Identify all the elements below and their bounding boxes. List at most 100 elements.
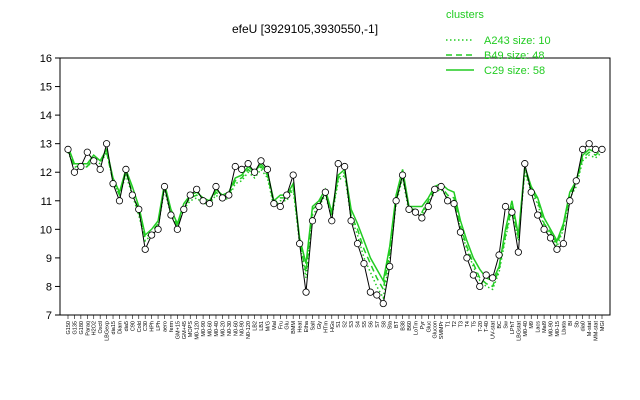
x-tick-label: HTm <box>323 321 329 333</box>
x-tick-label: M0-40 <box>214 321 220 337</box>
x-tick-label: Lbata <box>561 320 567 335</box>
data-point <box>341 162 349 171</box>
x-tick-label: dia15 <box>111 321 117 334</box>
x-tick-label: Gluc <box>426 321 432 333</box>
x-tick-label: LBGstat <box>516 321 522 341</box>
x-tick-label: T5 <box>471 321 477 327</box>
data-point <box>263 165 272 173</box>
data-point <box>463 254 471 262</box>
data-point <box>527 188 535 196</box>
series-layer <box>64 140 606 308</box>
data-point <box>398 171 407 179</box>
x-tick-label: M0-90 <box>549 321 555 337</box>
data-point <box>482 271 490 279</box>
data-point <box>495 251 503 259</box>
x-tick-label: LPhT <box>510 320 516 334</box>
data-point <box>411 208 420 216</box>
x-tick-label: G135 <box>72 321 78 334</box>
series-3 <box>64 140 606 308</box>
data-point <box>270 200 278 208</box>
data-point <box>180 205 188 213</box>
data-point <box>135 205 143 213</box>
data-point <box>276 202 284 211</box>
x-tick-label: M0-90 <box>201 321 207 337</box>
series-0 <box>67 145 603 283</box>
data-point <box>315 202 323 211</box>
series-line <box>67 150 603 301</box>
x-tick-label: Glucon <box>433 321 439 338</box>
x-tick-label: MGl <box>600 321 606 331</box>
x-tick-label: HGs <box>330 321 336 332</box>
data-point <box>450 200 458 208</box>
x-tick-label: HPh <box>150 321 156 332</box>
data-point <box>199 197 207 205</box>
data-point <box>289 171 297 179</box>
data-point <box>366 288 374 296</box>
x-tick-label: Fru <box>278 321 284 329</box>
data-point <box>553 245 561 253</box>
x-tick-label: Mal9 <box>542 321 548 333</box>
x-tick-label: M9 <box>529 321 535 329</box>
x-tick-label: Cold <box>137 321 143 332</box>
x-tick-label: Bl <box>568 321 574 326</box>
data-point <box>186 191 194 199</box>
x-tick-label: Gly <box>317 321 323 330</box>
y-tick-label: 9 <box>46 253 52 265</box>
x-tick-label: B38 <box>401 321 407 331</box>
data-point <box>238 165 246 173</box>
data-point <box>148 231 156 239</box>
x-tick-label: B60 <box>407 321 413 331</box>
data-point <box>160 182 169 191</box>
data-point <box>122 165 130 173</box>
data-point <box>437 182 445 191</box>
data-point <box>64 145 72 153</box>
data-point <box>546 234 555 242</box>
data-point <box>392 197 400 205</box>
x-tick-label: S3 <box>349 321 355 328</box>
data-point <box>347 217 355 225</box>
legend-entries: A243 size: 10 B49 size: 48 C29 size: 58 <box>446 35 551 77</box>
data-point <box>373 291 381 299</box>
x-tick-label: S7 <box>375 321 381 328</box>
x-tick-label: MOPS <box>188 321 194 338</box>
data-point <box>141 245 149 253</box>
data-point <box>321 188 329 196</box>
x-tick-label: Diam <box>117 321 123 334</box>
data-point <box>103 140 111 148</box>
legend-label: A243 size: 10 <box>484 35 551 47</box>
data-point <box>456 228 465 236</box>
x-tick-label: N0-30 <box>227 321 233 336</box>
x-tick-label: LB2 <box>253 321 259 331</box>
legend-label: B49 size: 48 <box>484 50 545 62</box>
x-tick-label: N0-120 <box>246 321 252 339</box>
x-tick-label: Etha <box>304 320 310 332</box>
data-point <box>591 145 600 153</box>
data-point <box>302 288 310 296</box>
x-tick-label: T-20 <box>478 321 484 332</box>
data-point <box>193 185 201 193</box>
x-tick-label: BT <box>394 320 400 328</box>
x-tick-label: S8 <box>381 321 387 328</box>
x-tick-label: G180 <box>79 321 85 334</box>
data-point <box>443 197 452 205</box>
data-point <box>431 185 439 193</box>
data-point <box>328 217 336 225</box>
x-tick-label: dia5 <box>124 321 130 331</box>
data-point <box>501 202 510 211</box>
x-tick-label: Mal <box>272 321 278 330</box>
data-point <box>566 197 574 205</box>
x-tick-label: SMMPr <box>439 321 445 340</box>
data-point <box>559 240 567 248</box>
y-tick-label: 7 <box>46 310 52 322</box>
x-tick-label: M/G <box>265 321 271 331</box>
data-point <box>244 160 252 168</box>
x-tick-label: LBGexp <box>105 321 111 341</box>
data-point <box>218 194 227 202</box>
x-tick-label: Glu <box>285 321 291 330</box>
x-tick-label: T-40 <box>484 321 490 332</box>
legend-title: clusters <box>446 9 484 21</box>
x-tick-label: M0-15 <box>555 321 561 337</box>
legend: clusters A243 size: 10 B49 size: 48 C29 si… <box>446 9 551 77</box>
x-tick-label: LoTm <box>413 321 419 335</box>
